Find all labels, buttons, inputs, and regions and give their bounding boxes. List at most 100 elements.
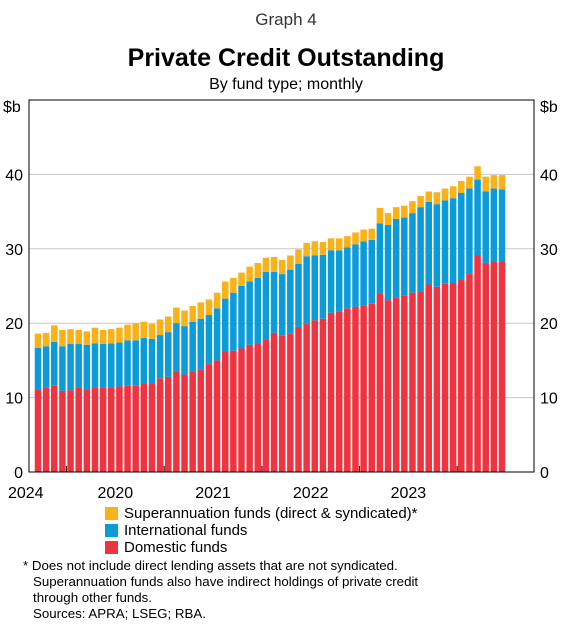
bar-international: [148, 338, 156, 384]
bar-domestic: [59, 390, 66, 472]
bar-international: [254, 277, 262, 345]
y-tick-label-left: 40: [5, 167, 23, 184]
bar-superannuation: [287, 255, 294, 270]
bar-domestic: [140, 383, 148, 472]
legend-swatch-superannuation: [105, 507, 118, 520]
bar-international: [262, 271, 270, 340]
legend: Superannuation funds (direct & syndicate…: [105, 505, 418, 556]
bar-superannuation: [59, 329, 66, 347]
legend-swatch-domestic: [105, 541, 118, 554]
legend-item-international: International funds: [105, 522, 418, 539]
bar-superannuation: [466, 176, 473, 189]
y-tick-label-right: 40: [540, 167, 558, 184]
bar-domestic: [449, 283, 457, 472]
bar-superannuation: [401, 205, 408, 218]
bar-international: [303, 256, 310, 324]
bar-international: [51, 341, 58, 386]
bar-domestic: [368, 303, 376, 472]
bar-superannuation: [319, 242, 327, 255]
bar-superannuation: [433, 192, 441, 205]
bar-domestic: [327, 312, 335, 472]
bar-domestic: [319, 318, 327, 472]
bar-superannuation: [498, 175, 506, 190]
bar-superannuation: [67, 329, 74, 345]
bar-superannuation: [164, 316, 172, 333]
y-tick-label-left: 30: [5, 242, 23, 259]
bar-domestic: [303, 323, 310, 472]
bar-domestic: [181, 374, 188, 472]
bar-international: [83, 344, 91, 390]
x-tick-label: 2022: [293, 485, 329, 500]
bar-domestic: [197, 369, 205, 472]
bar-superannuation: [99, 329, 107, 345]
legend-label-international: International funds: [124, 522, 248, 539]
y-tick-label-right: 10: [540, 391, 558, 408]
bar-domestic: [51, 385, 58, 472]
bar-domestic: [189, 371, 196, 472]
bar-domestic: [124, 385, 131, 472]
bar-superannuation: [148, 323, 156, 339]
bar-superannuation: [238, 272, 245, 286]
bar-international: [42, 346, 50, 388]
bar-superannuation: [270, 256, 278, 272]
bar-superannuation: [124, 324, 131, 341]
bar-domestic: [238, 348, 245, 472]
y-tick-label-left: 20: [5, 316, 23, 333]
bar-international: [401, 217, 408, 296]
bar-domestic: [466, 274, 473, 472]
bar-international: [221, 298, 229, 352]
bar-domestic: [221, 351, 229, 472]
bar-international: [246, 281, 253, 345]
bar-international: [59, 346, 66, 391]
bar-domestic: [425, 284, 432, 472]
y-tick-label-right: 30: [540, 242, 558, 259]
bar-domestic: [34, 389, 42, 472]
plot-frame: [28, 99, 535, 473]
bar-international: [327, 250, 335, 313]
bar-international: [490, 188, 498, 262]
bar-domestic: [205, 364, 213, 472]
bar-international: [124, 340, 131, 386]
x-tick-label: 2024: [8, 485, 44, 500]
bar-international: [230, 292, 237, 351]
bar-international: [360, 241, 367, 306]
bar-domestic: [384, 300, 392, 472]
footnote-line-2: Superannuation funds also have indirect …: [33, 574, 419, 589]
bar-domestic: [91, 387, 99, 472]
bar-superannuation: [384, 213, 392, 225]
footnote-line-3: through other funds.: [33, 590, 153, 605]
bar-international: [352, 244, 359, 307]
bar-domestic: [75, 387, 82, 472]
bar-domestic: [262, 339, 270, 472]
bar-domestic: [278, 335, 286, 472]
bar-international: [319, 254, 327, 319]
bar-international: [270, 271, 278, 333]
bar-international: [433, 204, 441, 287]
bar-domestic: [254, 344, 262, 472]
bar-international: [140, 338, 148, 384]
bar-international: [181, 326, 188, 375]
sources: Sources: APRA; LSEG; RBA.: [33, 606, 206, 621]
bar-international: [213, 308, 221, 361]
bar-domestic: [173, 371, 180, 472]
bar-international: [132, 340, 139, 386]
bar-domestic: [401, 295, 408, 472]
bar-superannuation: [458, 181, 465, 193]
bar-domestic: [376, 293, 384, 472]
bar-superannuation: [108, 329, 115, 344]
bar-international: [67, 344, 74, 391]
bar-international: [164, 332, 172, 377]
bar-domestic: [132, 385, 139, 472]
bar-superannuation: [75, 329, 82, 345]
bar-international: [205, 315, 213, 365]
bar-domestic: [230, 350, 237, 472]
bar-superannuation: [262, 257, 270, 272]
y-tick-label-right: 20: [540, 316, 558, 333]
bar-superannuation: [156, 319, 164, 336]
bar-domestic: [335, 311, 343, 472]
legend-label-superannuation: Superannuation funds (direct & syndicate…: [124, 505, 418, 522]
footnote-line-1: * Does not include direct lending assets…: [23, 558, 398, 573]
bar-superannuation: [490, 175, 498, 189]
bar-domestic: [83, 389, 91, 472]
